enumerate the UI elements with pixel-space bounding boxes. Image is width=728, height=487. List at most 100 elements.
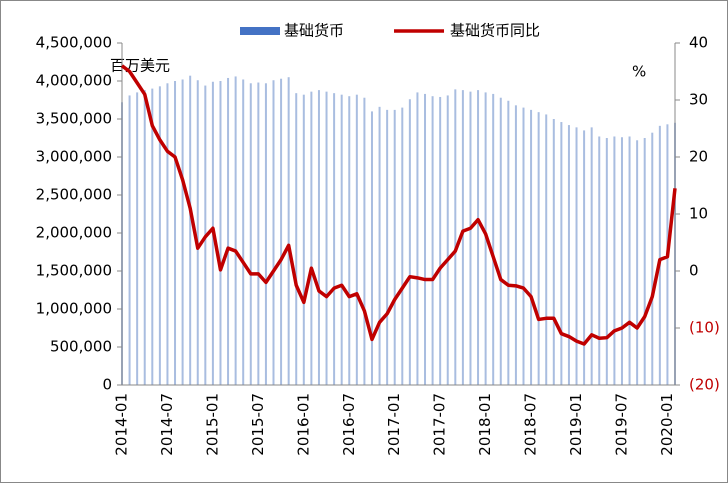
bar (499, 97, 502, 385)
bar (227, 77, 230, 386)
y-tick-label: 500,000 (50, 338, 112, 356)
x-tick-label: 2018-07 (522, 393, 540, 456)
x-tick-label: 2014-01 (113, 393, 131, 456)
x-tick-label: 2019-07 (612, 393, 630, 456)
bar (628, 136, 631, 385)
bar (181, 79, 184, 385)
bar (492, 93, 495, 386)
x-tick-label: 2019-01 (567, 393, 585, 456)
x-tick-label: 2018-01 (476, 393, 494, 456)
bar (363, 97, 366, 385)
bar (620, 137, 623, 385)
line (120, 64, 677, 346)
bar (143, 90, 146, 386)
bar (401, 107, 404, 385)
bar (295, 93, 298, 385)
bar (567, 125, 570, 385)
bar (242, 79, 245, 385)
x-tick-label: 2015-07 (249, 393, 267, 456)
bar (355, 94, 358, 386)
bar (128, 95, 131, 385)
legend-label: 基础货币 (284, 22, 344, 40)
bar (272, 80, 275, 386)
y-tick-label: 3,000,000 (36, 148, 112, 166)
bar (598, 136, 601, 385)
y-tick-label: 1,000,000 (36, 300, 112, 318)
bar (583, 130, 586, 385)
bar (257, 82, 260, 386)
bar (522, 107, 525, 385)
bar (166, 83, 169, 385)
bar (560, 122, 563, 385)
bar (424, 93, 427, 386)
bar (552, 119, 555, 385)
bar (605, 138, 608, 385)
bar (530, 109, 533, 385)
bar (370, 111, 373, 386)
y-tick-label: 2,000,000 (36, 224, 112, 242)
bar (234, 76, 237, 385)
bar (454, 89, 457, 386)
bar (393, 109, 396, 385)
unit-left: 百万美元 (110, 57, 170, 75)
bar (386, 109, 389, 385)
bar (613, 136, 616, 385)
bar (333, 93, 336, 385)
bar (514, 105, 517, 385)
bar (636, 140, 639, 385)
y2-tick-label: (20) (689, 376, 720, 394)
bar (575, 127, 578, 386)
y-tick-label: 0 (102, 376, 112, 394)
x-tick-label: 2014-07 (158, 393, 176, 456)
bar (431, 96, 434, 385)
bar (264, 83, 267, 385)
bar (219, 81, 222, 385)
y-tick-label: 3,500,000 (36, 110, 112, 128)
bar (189, 75, 192, 386)
y-tick-label: 2,500,000 (36, 186, 112, 204)
bar (651, 132, 654, 385)
bar (461, 90, 464, 386)
bar (590, 127, 593, 386)
bar (151, 88, 154, 385)
bar (416, 92, 419, 386)
unit-right: % (632, 63, 646, 81)
bar (158, 86, 161, 385)
y2-tick-label: 10 (689, 205, 708, 223)
x-tick-label: 2017-07 (431, 393, 449, 456)
x-tick-label: 2020-01 (658, 393, 676, 456)
bar (280, 78, 283, 385)
y2-tick-label: 0 (689, 262, 699, 280)
bar (545, 114, 548, 385)
bar (643, 138, 646, 385)
bar (439, 96, 442, 386)
y-tick-label: 4,000,000 (36, 72, 112, 90)
x-tick-label: 2016-07 (340, 393, 358, 456)
y2-tick-label: 40 (689, 34, 708, 52)
bar (348, 96, 351, 385)
bar (310, 91, 313, 385)
y-tick-label: 4,500,000 (36, 34, 112, 52)
bar (302, 94, 305, 386)
bar (340, 94, 343, 386)
y2-tick-label: 30 (689, 91, 708, 109)
bar (537, 112, 540, 385)
bar (446, 95, 449, 385)
bar (658, 125, 661, 385)
y2-tick-label: 20 (689, 148, 708, 166)
y2-tick-label: (10) (689, 319, 720, 337)
legend-swatch (240, 27, 280, 35)
bar (477, 90, 480, 386)
y-tick-label: 1,500,000 (36, 262, 112, 280)
bar (174, 81, 177, 385)
bar (378, 106, 381, 385)
x-tick-label: 2016-01 (294, 393, 312, 456)
x-tick-label: 2015-01 (203, 393, 221, 456)
bar (196, 80, 199, 386)
bar (469, 91, 472, 385)
bar (287, 77, 290, 385)
bar (249, 83, 252, 385)
bar (507, 100, 510, 385)
bar (325, 91, 328, 385)
